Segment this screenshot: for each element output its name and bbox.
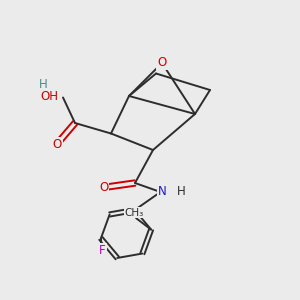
Text: O: O <box>99 181 108 194</box>
Text: OH: OH <box>40 89 58 103</box>
Text: O: O <box>52 137 62 151</box>
Text: F: F <box>99 244 106 257</box>
Text: H: H <box>39 77 48 91</box>
Text: H: H <box>176 185 185 198</box>
Text: N: N <box>158 185 166 198</box>
Text: CH₃: CH₃ <box>124 208 143 218</box>
Text: O: O <box>158 56 166 70</box>
